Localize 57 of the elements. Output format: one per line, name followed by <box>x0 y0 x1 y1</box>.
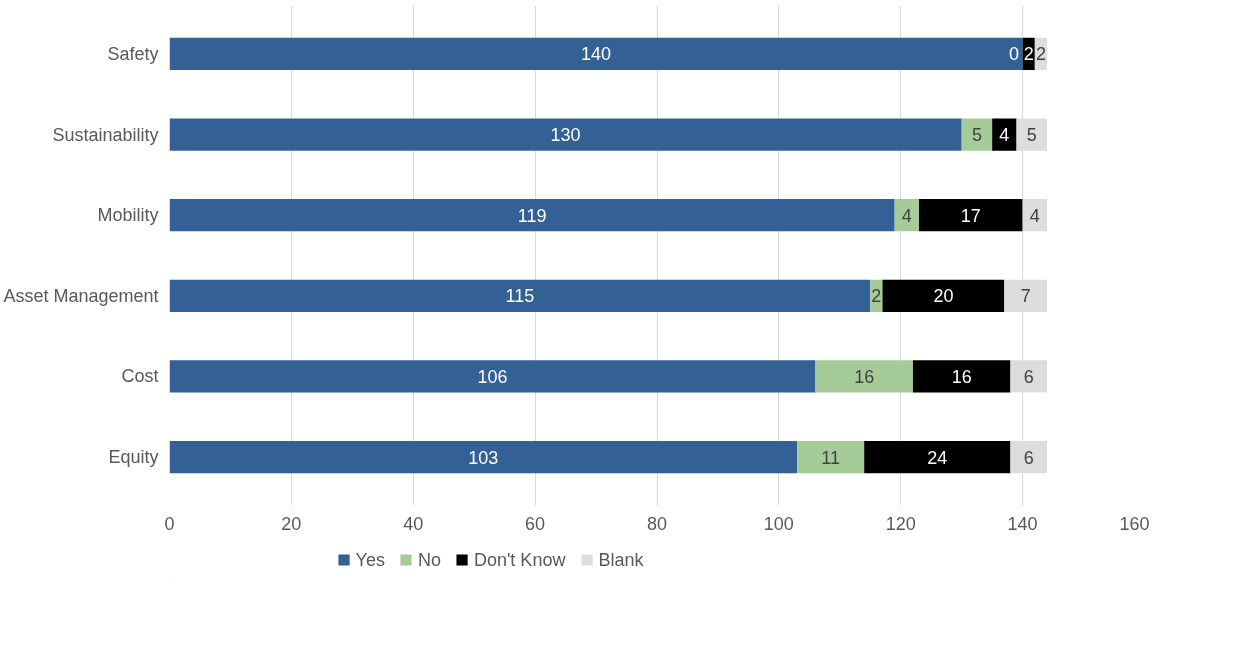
x-tick-label: 80 <box>646 513 668 534</box>
x-tick-label: 60 <box>525 513 546 534</box>
y-tick-label: Sustainability <box>52 124 159 145</box>
data-label: 16 <box>854 366 875 387</box>
data-label: 2 <box>1035 44 1046 65</box>
data-label: 6 <box>1023 366 1034 387</box>
bar <box>797 440 865 474</box>
data-label: 140 <box>581 44 612 65</box>
bar <box>169 279 871 312</box>
bar <box>882 279 1005 312</box>
legend-label: Don't Know <box>473 549 566 570</box>
data-label: 103 <box>468 447 499 468</box>
data-label: 6 <box>1023 447 1034 468</box>
data-label: 5 <box>971 125 982 146</box>
legend-label: Blank <box>598 549 644 570</box>
legend-label: Yes <box>355 549 385 570</box>
data-label: 106 <box>477 366 508 387</box>
data-label: 130 <box>550 125 581 146</box>
data-label: 5 <box>1026 125 1037 146</box>
y-tick-label: Equity <box>108 447 159 468</box>
x-tick-label: 0 <box>164 513 175 534</box>
y-tick-label: Cost <box>121 366 159 387</box>
bar <box>169 37 1023 71</box>
data-label: 0 <box>1008 44 1019 65</box>
bar <box>815 360 913 393</box>
bar <box>169 118 962 151</box>
data-label: 20 <box>933 286 954 307</box>
x-tick-label: 100 <box>763 513 794 534</box>
data-label: 24 <box>927 447 948 468</box>
data-label: 115 <box>505 286 535 307</box>
y-tick-label: Mobility <box>97 205 159 226</box>
y-tick-label: Asset Management <box>3 285 159 306</box>
x-tick-label: 40 <box>403 513 424 534</box>
x-tick-label: 140 <box>1007 513 1038 534</box>
bar <box>912 360 1011 393</box>
bar <box>919 199 1023 232</box>
data-label: 16 <box>951 366 972 387</box>
bar <box>169 360 816 393</box>
data-label: 4 <box>901 205 912 226</box>
legend-label: No <box>417 549 441 570</box>
data-label: 4 <box>999 125 1010 146</box>
y-tick-label: Safety <box>107 43 159 64</box>
data-label: 11 <box>821 447 841 468</box>
data-label: 2 <box>871 286 882 307</box>
data-label: 2 <box>1023 44 1034 65</box>
bar <box>864 440 1011 474</box>
bar <box>961 118 993 151</box>
bar <box>992 118 1017 151</box>
x-tick-label: 160 <box>1119 513 1150 534</box>
bar <box>169 199 895 232</box>
data-label: 17 <box>960 205 981 226</box>
x-tick-label: 120 <box>885 513 916 534</box>
data-label: 7 <box>1020 286 1031 307</box>
x-tick-label: 20 <box>281 513 302 534</box>
bar <box>169 440 798 474</box>
data-label: 119 <box>517 205 547 226</box>
data-label: 4 <box>1029 205 1040 226</box>
